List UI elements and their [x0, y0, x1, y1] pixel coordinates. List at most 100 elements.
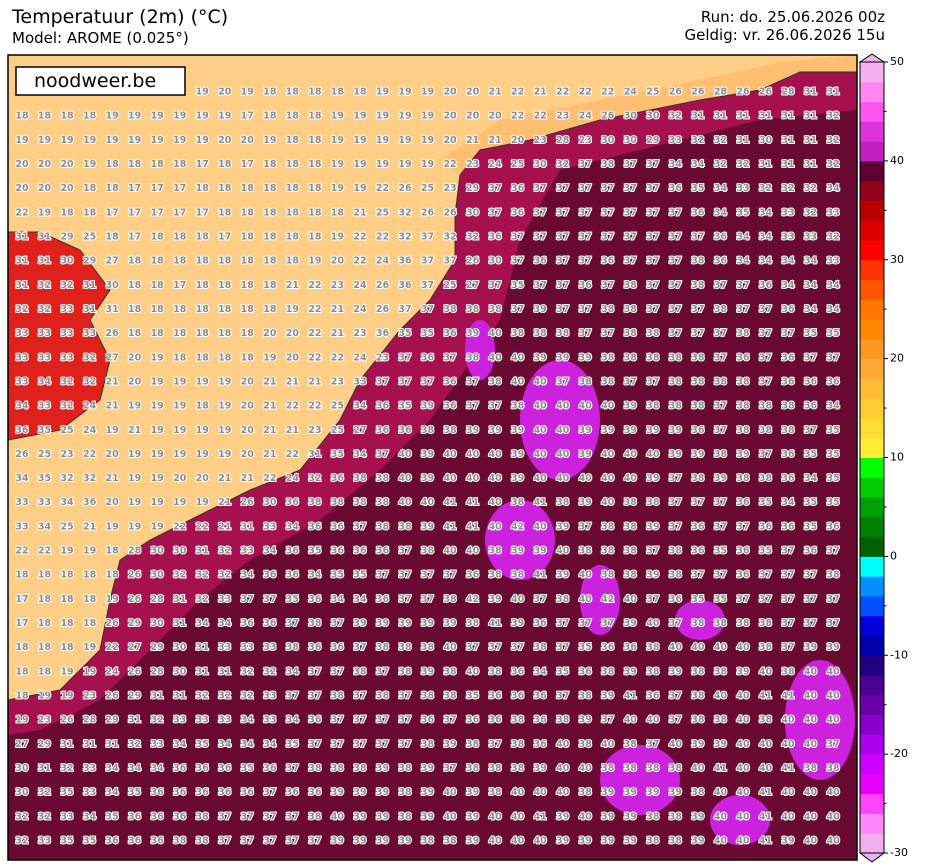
- grid-value: 22: [443, 159, 456, 170]
- grid-value: 37: [263, 594, 276, 605]
- valid-time: Geldig: vr. 26.06.2026 15u: [684, 26, 885, 44]
- grid-value: 37: [579, 304, 592, 315]
- grid-value: 37: [241, 811, 254, 822]
- grid-value: 34: [759, 207, 773, 218]
- grid-value: 40: [443, 787, 457, 798]
- grid-value: 36: [804, 401, 818, 412]
- grid-value: 38: [556, 328, 570, 339]
- grid-value: 35: [38, 473, 51, 484]
- grid-value: 25: [60, 521, 73, 532]
- grid-value: 39: [421, 401, 434, 412]
- grid-value: 37: [781, 570, 794, 581]
- grid-value: 28: [128, 546, 142, 557]
- grid-value: 19: [151, 135, 164, 146]
- grid-value: 22: [534, 111, 547, 122]
- grid-value: 39: [331, 787, 344, 798]
- grid-value: 39: [534, 546, 547, 557]
- grid-value: 39: [443, 618, 456, 629]
- grid-value: 19: [151, 111, 164, 122]
- grid-value: 32: [60, 280, 73, 291]
- grid-value: 28: [83, 715, 97, 726]
- grid-value: 18: [286, 207, 300, 218]
- grid-value: 40: [398, 449, 412, 460]
- grid-value: 30: [624, 135, 638, 146]
- grid-value: 39: [534, 304, 547, 315]
- grid-value: 37: [511, 304, 524, 315]
- title: Temperatuur (2m) (°C): [11, 6, 228, 28]
- grid-value: 37: [691, 497, 704, 508]
- grid-value: 31: [106, 304, 119, 315]
- grid-value: 30: [173, 666, 187, 677]
- grid-value: 26: [691, 87, 705, 98]
- grid-value: 40: [489, 497, 503, 508]
- grid-value: 24: [83, 425, 97, 436]
- grid-value: 19: [173, 449, 186, 460]
- grid-value: 37: [376, 666, 389, 677]
- grid-value: 19: [218, 425, 231, 436]
- grid-value: 22: [601, 87, 614, 98]
- grid-value: 37: [353, 715, 366, 726]
- grid-value: 38: [353, 473, 367, 484]
- grid-value: 18: [263, 280, 277, 291]
- grid-value: 18: [106, 570, 120, 581]
- grid-value: 17: [173, 207, 186, 218]
- grid-value: 32: [466, 231, 479, 242]
- grid-value: 38: [376, 642, 390, 653]
- grid-value: 40: [443, 811, 457, 822]
- grid-value: 36: [691, 546, 705, 557]
- grid-value: 38: [173, 836, 187, 847]
- grid-value: 40: [736, 739, 750, 750]
- grid-value: 18: [83, 618, 97, 629]
- grid-value: 40: [556, 739, 570, 750]
- grid-value: 37: [579, 256, 592, 267]
- grid-value: 37: [601, 231, 614, 242]
- grid-value: 30: [151, 570, 165, 581]
- grid-value: 37: [646, 280, 659, 291]
- grid-value: 17: [15, 594, 28, 605]
- logo: noodweer.be: [34, 70, 156, 92]
- grid-value: 38: [646, 811, 660, 822]
- grid-value: 18: [218, 183, 232, 194]
- grid-value: 34: [173, 739, 187, 750]
- grid-value: 39: [331, 836, 344, 847]
- grid-value: 20: [443, 87, 457, 98]
- grid-value: 38: [624, 497, 638, 508]
- grid-value: 19: [263, 135, 276, 146]
- grid-value: 19: [83, 135, 96, 146]
- grid-value: 18: [218, 304, 232, 315]
- grid-value: 26: [736, 87, 750, 98]
- grid-value: 32: [218, 546, 231, 557]
- grid-value: 36: [601, 256, 615, 267]
- grid-value: 40: [511, 376, 525, 387]
- grid-value: 33: [38, 352, 51, 363]
- grid-value: 24: [353, 352, 367, 363]
- grid-value: 39: [556, 570, 569, 581]
- grid-value: 33: [60, 304, 73, 315]
- colorbar-segment: [860, 358, 884, 379]
- grid-value: 31: [691, 111, 704, 122]
- grid-value: 20: [15, 159, 29, 170]
- grid-value: 40: [804, 811, 818, 822]
- grid-value: 37: [376, 570, 389, 581]
- grid-value: 39: [646, 473, 659, 484]
- grid-value: 19: [376, 135, 389, 146]
- grid-value: 21: [83, 521, 96, 532]
- grid-value: 18: [218, 352, 232, 363]
- grid-value: 38: [331, 691, 345, 702]
- grid-value: 37: [781, 594, 794, 605]
- grid-value: 40: [601, 739, 615, 750]
- grid-value: 18: [263, 304, 277, 315]
- grid-value: 35: [804, 521, 817, 532]
- grid-value: 22: [263, 473, 276, 484]
- grid-value: 31: [83, 739, 96, 750]
- grid-value: 25: [331, 425, 344, 436]
- grid-value: 33: [781, 207, 794, 218]
- grid-value: 18: [241, 231, 255, 242]
- grid-value: 37: [804, 618, 817, 629]
- grid-value: 37: [286, 618, 299, 629]
- grid-value: 41: [443, 497, 456, 508]
- grid-value: 22: [196, 521, 209, 532]
- grid-value: 40: [511, 836, 525, 847]
- grid-value: 33: [38, 401, 51, 412]
- grid-value: 31: [38, 763, 51, 774]
